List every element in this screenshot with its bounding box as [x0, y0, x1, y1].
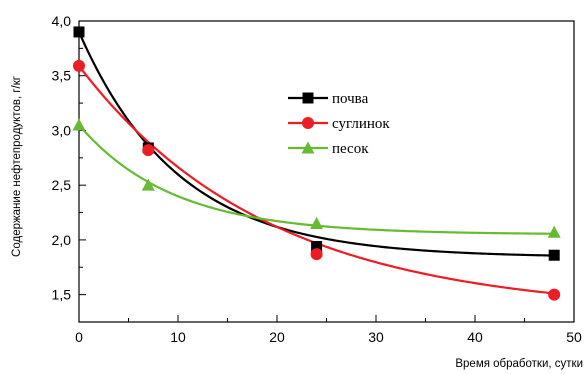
data-point-triangle — [72, 118, 86, 131]
x-tick-label: 30 — [368, 329, 384, 345]
data-point-triangle — [141, 178, 155, 191]
legend-marker-square — [302, 92, 314, 104]
data-point-square — [311, 240, 323, 252]
data-points — [72, 26, 561, 301]
data-point-triangle — [547, 225, 561, 238]
legend-label: суглинок — [332, 116, 390, 132]
plot-frame — [78, 20, 575, 323]
x-tick-label: 50 — [566, 329, 582, 345]
x-tick-label: 10 — [170, 329, 186, 345]
y-tick-label: 1,5 — [52, 287, 72, 303]
data-point-circle — [142, 144, 155, 157]
y-tick-label: 4,0 — [52, 13, 72, 29]
data-point-square — [73, 26, 85, 38]
y-tick-label: 3,5 — [52, 68, 72, 84]
data-point-triangle — [310, 216, 324, 229]
legend-marker-triangle — [301, 141, 315, 154]
legend-label: песок — [332, 141, 369, 157]
data-point-square — [548, 249, 560, 261]
y-axis-title: Содержание нефтепродуктов, г/кг — [11, 76, 23, 257]
data-point-circle — [548, 288, 561, 301]
x-tick-label: 20 — [269, 329, 285, 345]
y-tick-label: 2,0 — [52, 232, 72, 248]
y-tick-label: 2,5 — [52, 177, 72, 193]
legend-marker-circle — [302, 117, 314, 129]
data-point-circle — [310, 248, 323, 261]
axes: 0 10 20 30 40 50 1,5 2,0 2,5 3,0 3,5 4,0 Время обраб… — [11, 13, 583, 370]
x-axis-title: Время обработки, сутки — [455, 358, 583, 370]
data-point-circle — [73, 59, 85, 72]
fit-curve-square — [77, 31, 555, 257]
x-tick-label: 0 — [75, 329, 83, 345]
x-tick-label: 40 — [467, 329, 483, 345]
legend: почва суглинок песок — [288, 91, 390, 157]
legend-label: почва — [332, 91, 369, 107]
y-tick-label: 3,0 — [52, 122, 72, 138]
